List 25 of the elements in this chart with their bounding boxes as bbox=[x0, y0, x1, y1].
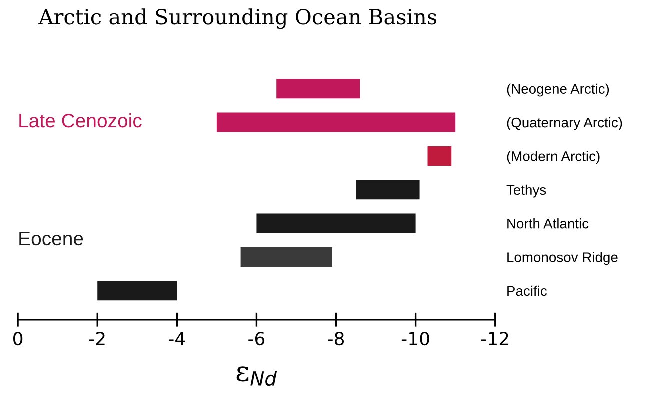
bar bbox=[98, 281, 178, 301]
y-tick-label: North Atlantic bbox=[508, 218, 589, 229]
y-tick-label: Lomonosov Ridge bbox=[508, 252, 618, 266]
x-axis-title: ε$_{Nd}$ bbox=[236, 366, 278, 386]
x-tick-label: -2 bbox=[89, 332, 105, 346]
x-tick-label: -6 bbox=[248, 332, 265, 346]
y-tick-label: (Quaternary Arctic) bbox=[507, 117, 622, 130]
bar bbox=[240, 247, 332, 267]
y-tick-label: Pacific bbox=[508, 286, 548, 296]
series-label: Eocene bbox=[20, 232, 84, 246]
y-tick-label: (Neogene Arctic) bbox=[507, 84, 610, 97]
x-tick-label: -4 bbox=[169, 332, 186, 346]
chart-title: Arctic and Surrounding Ocean Basins bbox=[38, 8, 437, 30]
bar bbox=[428, 146, 452, 166]
x-tick-label: -10 bbox=[402, 332, 430, 346]
y-tick-label: Tethys bbox=[506, 184, 546, 198]
bar bbox=[216, 112, 456, 132]
x-tick-label: -12 bbox=[482, 332, 508, 346]
bar bbox=[276, 79, 360, 99]
y-tick-label: (Modern Arctic) bbox=[507, 151, 600, 164]
text: Late Cenozoic bbox=[20, 113, 142, 128]
x-tick-label: -8 bbox=[328, 332, 344, 346]
bar bbox=[356, 180, 420, 200]
bar bbox=[256, 214, 416, 234]
x-tick-label: 0 bbox=[14, 332, 23, 346]
